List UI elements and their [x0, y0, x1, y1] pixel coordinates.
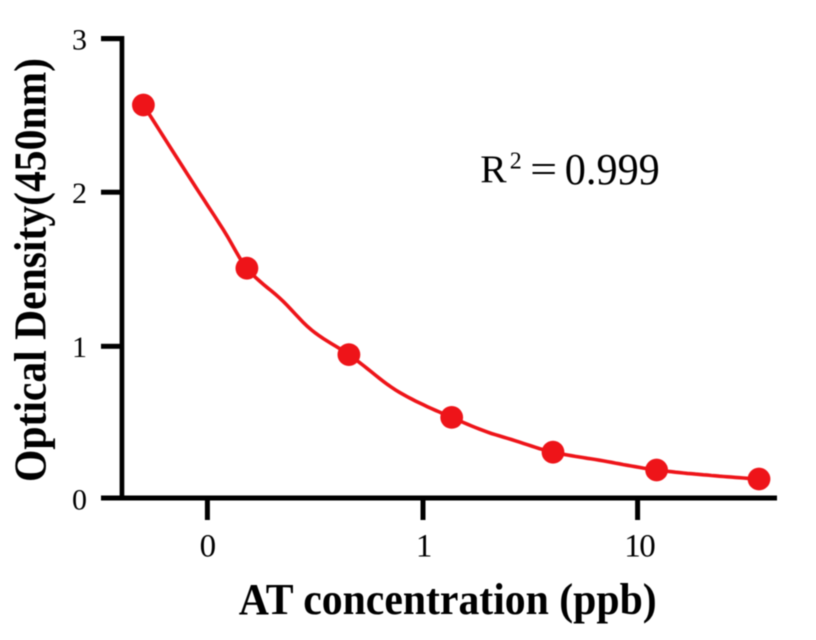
svg-text:2: 2: [72, 177, 87, 210]
svg-text:=: =: [530, 148, 557, 191]
svg-text:0.999: 0.999: [565, 145, 660, 194]
svg-text:0: 0: [200, 529, 217, 565]
svg-text:2: 2: [510, 148, 522, 174]
svg-text:1: 1: [416, 529, 433, 565]
svg-text:AT concentration (ppb): AT concentration (ppb): [239, 575, 657, 624]
svg-text:Optical Density(450nm): Optical Density(450nm): [5, 58, 56, 482]
svg-text:1: 1: [72, 331, 87, 364]
svg-text:R: R: [480, 147, 507, 191]
svg-text:3: 3: [72, 23, 87, 56]
svg-text:0: 0: [72, 484, 87, 517]
svg-text:10: 10: [624, 529, 655, 565]
